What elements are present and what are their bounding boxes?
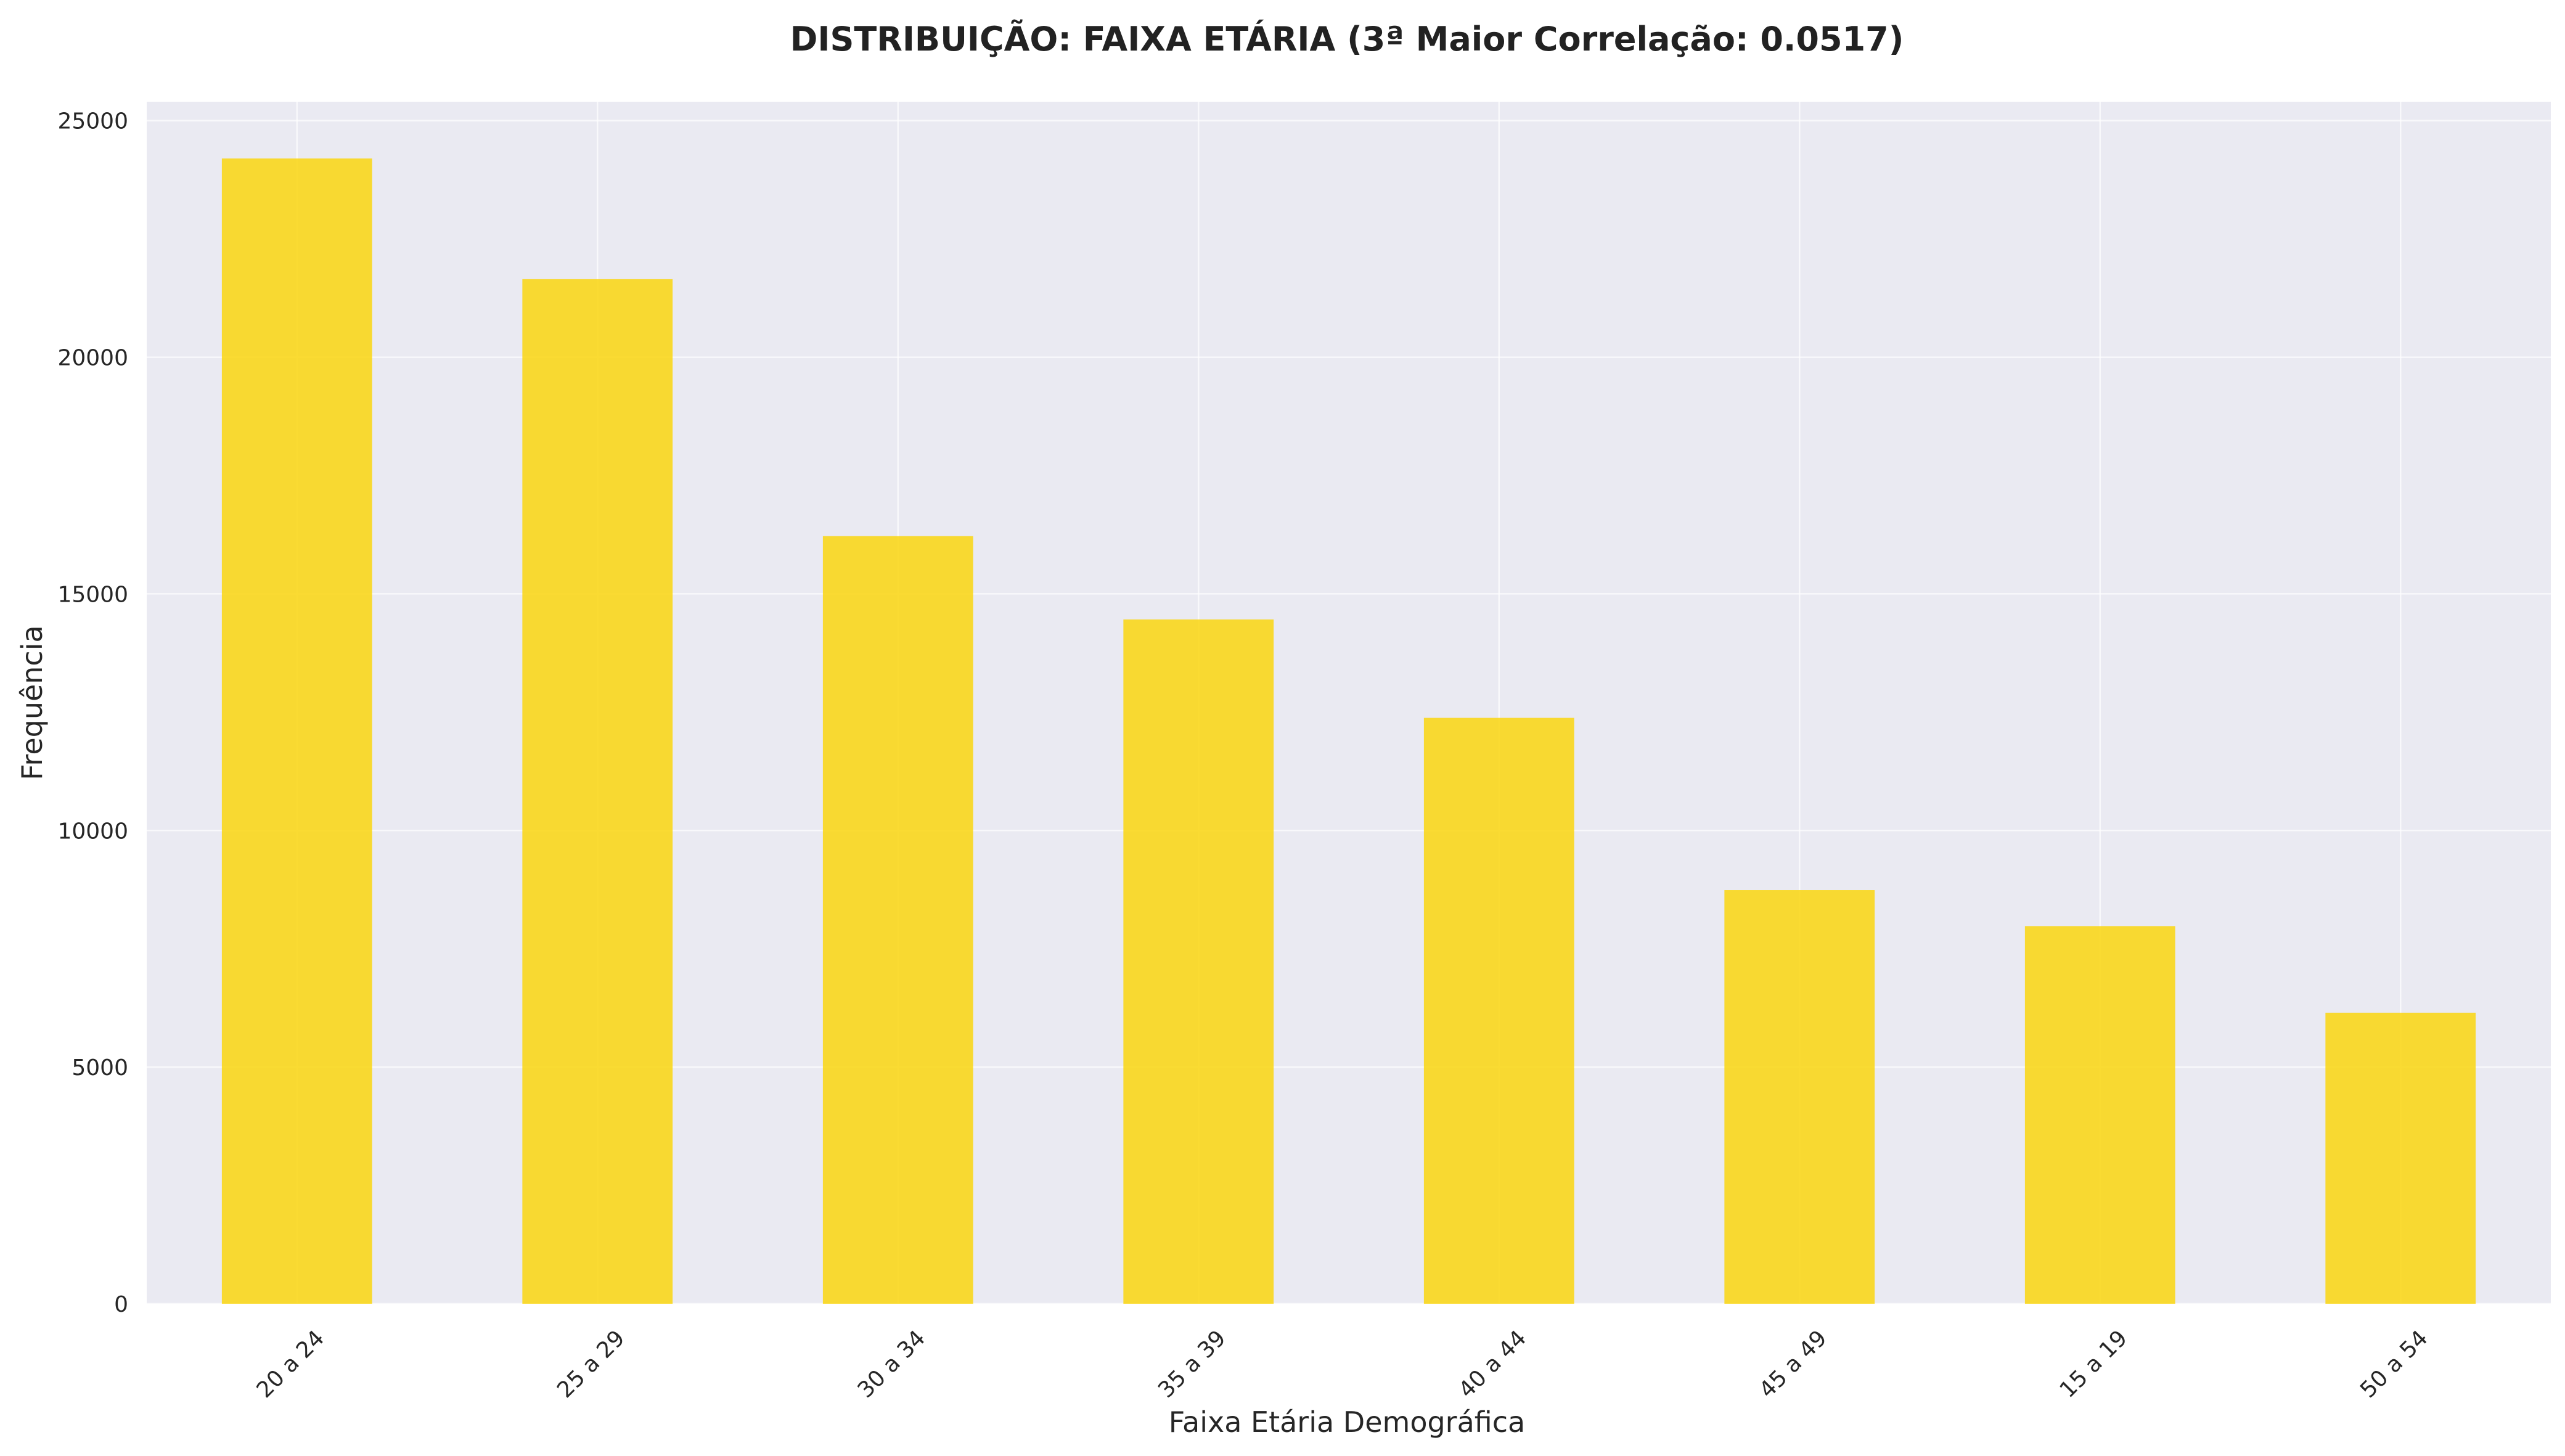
- bar-15-a-19: [2024, 926, 2175, 1304]
- bar-20-a-24: [221, 158, 372, 1304]
- bar-45-a-49: [1724, 890, 1875, 1304]
- y-tick-label-4: 20000: [57, 346, 128, 371]
- x-axis-label: Faixa Etária Demográfica: [1169, 1405, 1525, 1439]
- plot-area: [147, 102, 2551, 1304]
- y-axis-label: Frequência: [15, 625, 49, 780]
- y-tick-label-0: 0: [114, 1292, 128, 1317]
- chart-title: DISTRIBUIÇÃO: FAIXA ETÁRIA (3ª Maior Cor…: [790, 20, 1904, 59]
- bars: [221, 158, 2476, 1304]
- bar-35-a-39: [1123, 619, 1274, 1304]
- bar-40-a-44: [1423, 718, 1574, 1304]
- y-tick-label-3: 15000: [57, 582, 128, 607]
- y-axis-ticks: 0 5000 10000 15000 20000 25000: [57, 109, 128, 1317]
- bar-25-a-29: [522, 279, 673, 1304]
- y-tick-label-5: 25000: [57, 109, 128, 134]
- bar-50-a-54: [2325, 1012, 2476, 1304]
- y-tick-label-1: 5000: [72, 1055, 128, 1081]
- y-tick-label-2: 10000: [57, 819, 128, 844]
- bar-30-a-34: [822, 536, 973, 1304]
